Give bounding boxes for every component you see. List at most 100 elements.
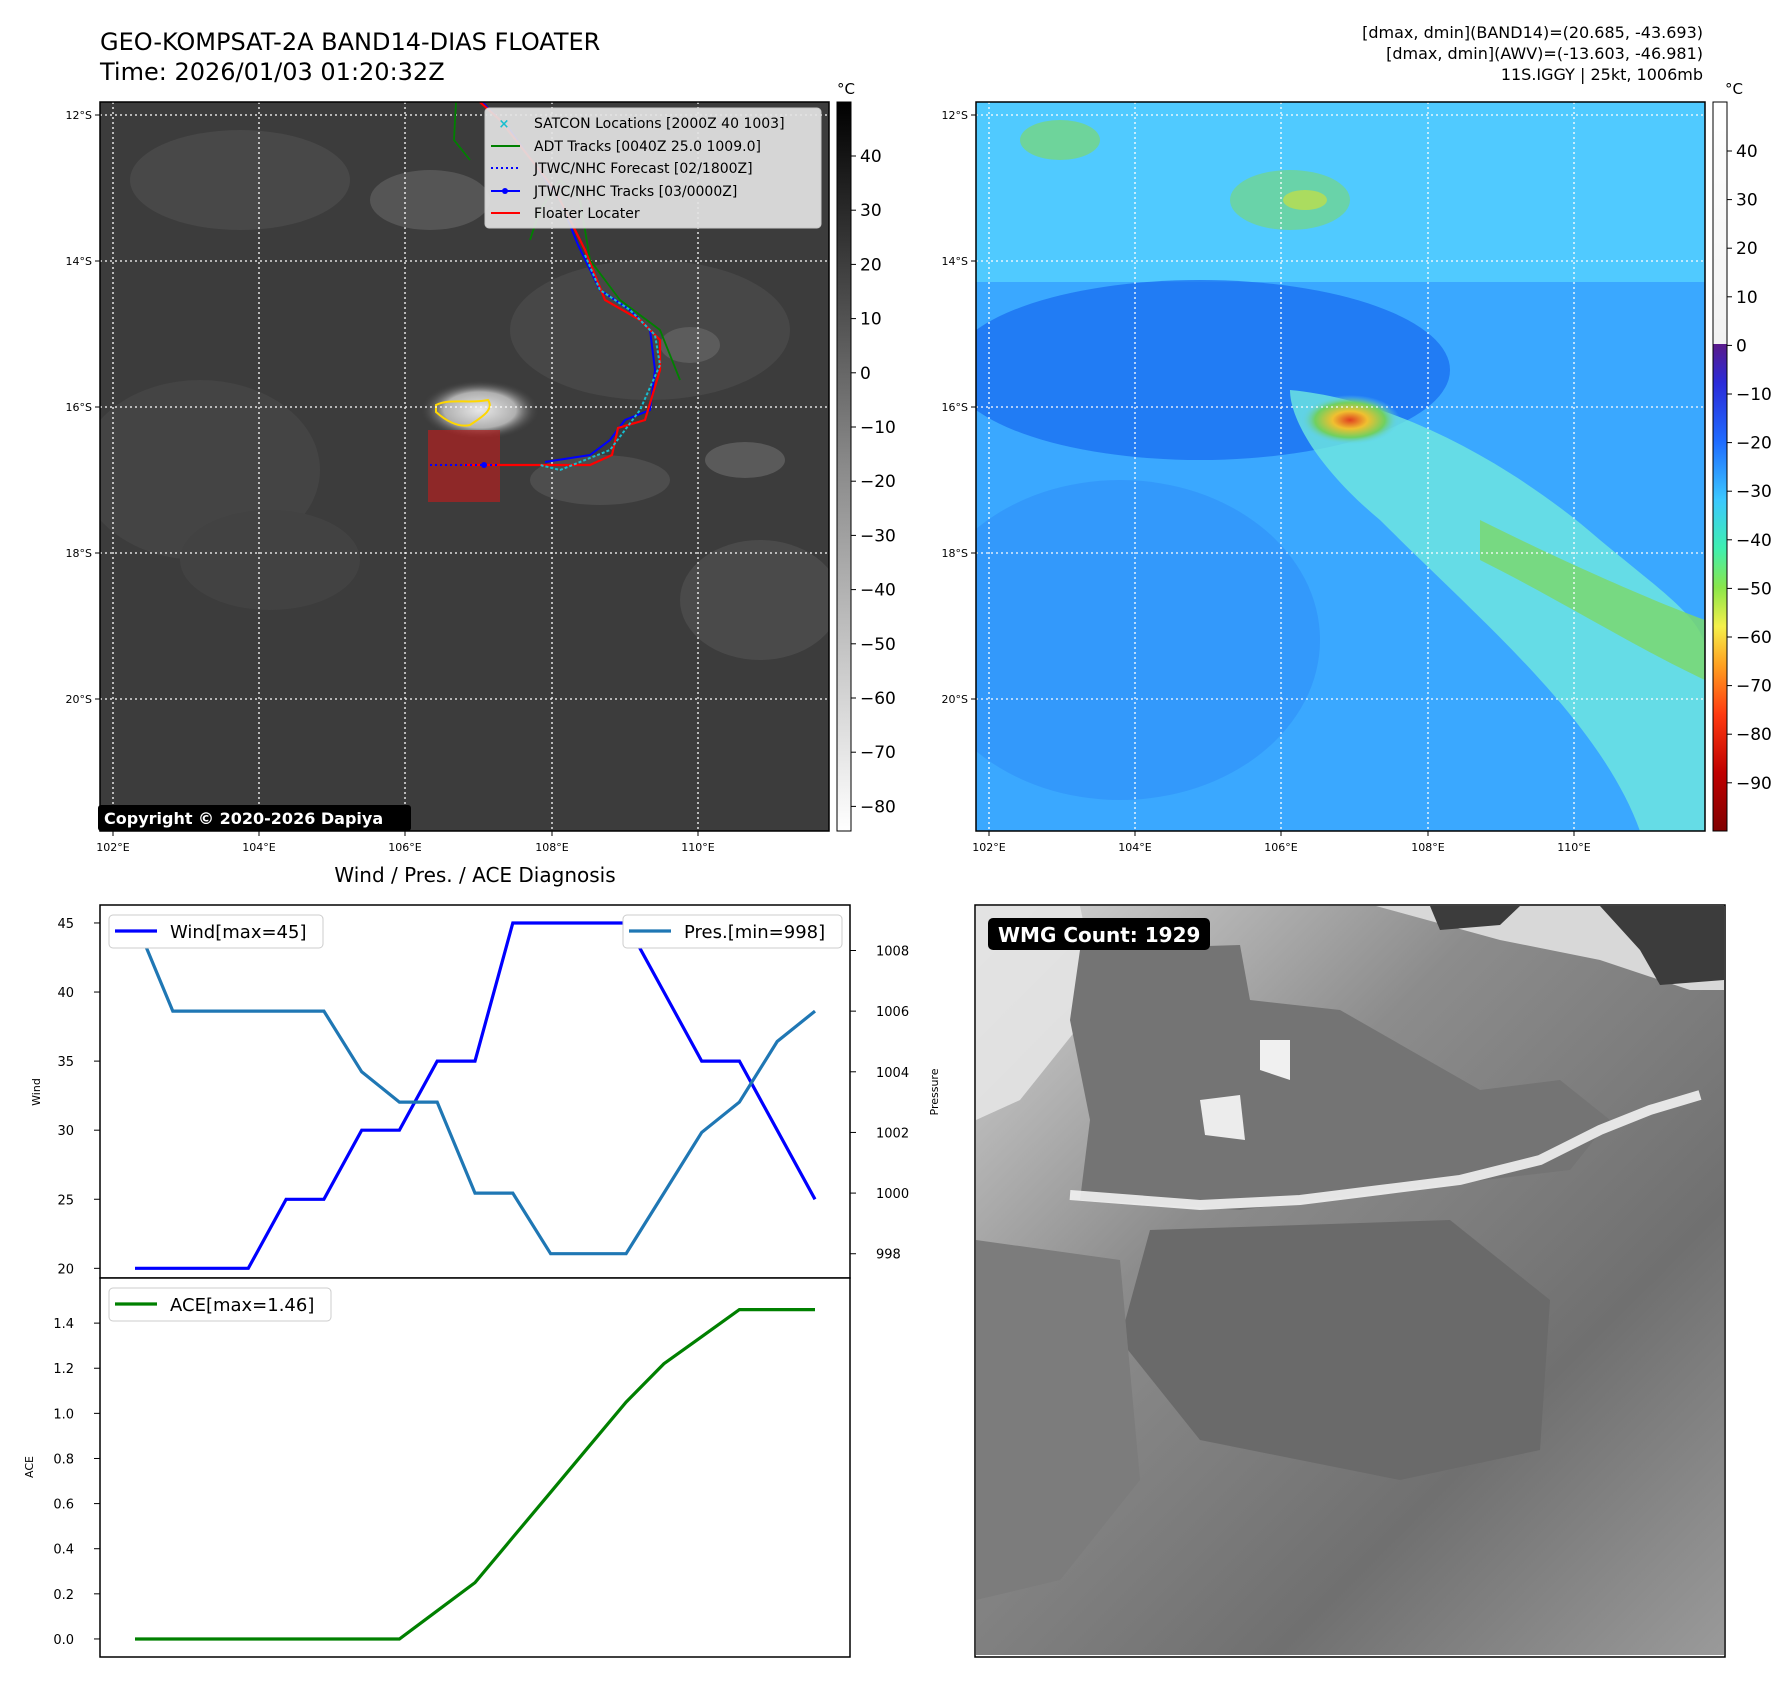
ir-map-lat-label: 12°S	[66, 109, 92, 122]
ir-colorbar	[836, 101, 852, 832]
ir-colorbar-unit: °C	[837, 80, 855, 98]
figure-time: Time: 2026/01/03 01:20:32Z	[99, 58, 445, 86]
ir-colorbar-label: −80	[860, 797, 896, 817]
awv-map-frame	[975, 101, 1706, 832]
wind-y-tick-label: 45	[57, 917, 74, 932]
copyright-badge	[98, 805, 411, 831]
wind-y-tick-label: 40	[57, 986, 74, 1001]
awv-map-lon-label: 104°E	[1118, 841, 1151, 854]
ace-y-tick-label: 0.8	[53, 1452, 74, 1467]
info-line-2: [dmax, dmin](AWV)=(-13.603, -46.981)	[1386, 44, 1703, 63]
wmg-image	[976, 906, 1724, 1655]
wmg-count-badge	[988, 918, 1210, 950]
awv-colorbar-label: −60	[1736, 628, 1772, 648]
ace-y-tick-label: 1.2	[53, 1362, 74, 1377]
ace-plot-frame	[99, 1277, 851, 1658]
pressure-series-line	[133, 919, 817, 1256]
ir-map-lon-label: 104°E	[242, 841, 275, 854]
ir-colorbar-label: −70	[860, 743, 896, 763]
awv-colorbar-label: 40	[1736, 142, 1758, 162]
awv-colorbar-label: −10	[1736, 385, 1772, 405]
ir-colorbar-label: −20	[860, 472, 896, 492]
wind-series-line	[135, 921, 817, 1270]
awv-colorbar-frame	[1712, 101, 1728, 832]
awv-colorbar-lower	[1713, 344, 1727, 831]
awv-map-lon-label: 108°E	[1411, 841, 1444, 854]
ir-map-lon-label: 106°E	[388, 841, 421, 854]
info-line-3: 11S.IGGY | 25kt, 1006mb	[1501, 65, 1703, 84]
figure-title: GEO-KOMPSAT-2A BAND14-DIAS FLOATER	[100, 28, 600, 56]
awv-colorbar-label: 20	[1736, 239, 1758, 259]
ir-colorbar-label: −10	[860, 418, 896, 438]
awv-map-lat-label: 14°S	[942, 255, 968, 268]
ace-y-tick-label: 0.6	[53, 1498, 74, 1513]
ace-y-tick-label: 1.0	[53, 1407, 74, 1422]
ir-map-lat-label: 16°S	[66, 401, 92, 414]
wind-pressure-panel: Wind / Pres. / ACE Diagnosis Wind Pressu…	[30, 863, 941, 1279]
awv-map-lon-label: 102°E	[972, 841, 1005, 854]
ir-map-panel: × SATCON Locations [2000Z 40 1003] ADT T…	[66, 80, 896, 854]
ir-colorbar-label: −60	[860, 689, 896, 709]
awv-map-panel: °C 403020100−10−20−30−40−50−60−70−80−90 …	[942, 80, 1772, 854]
wind-plot-frame	[99, 904, 851, 1279]
awv-colorbar-label: −80	[1736, 725, 1772, 745]
ir-map-lon-label: 102°E	[96, 841, 129, 854]
pressure-y-tick-label: 1006	[876, 1005, 909, 1020]
awv-colorbar-label: −40	[1736, 531, 1772, 551]
legend-label-forecast: JTWC/NHC Forecast [02/1800Z]	[533, 161, 753, 177]
pressure-y-tick-label: 1002	[876, 1126, 909, 1141]
pressure-axis-label: Pressure	[928, 1068, 941, 1115]
ir-map-lat-label: 14°S	[66, 255, 92, 268]
pressure-legend-label: Pres.[min=998]	[684, 922, 825, 943]
diagnosis-title: Wind / Pres. / ACE Diagnosis	[334, 863, 615, 887]
info-line-1: [dmax, dmin](BAND14)=(20.685, -43.693)	[1362, 23, 1703, 42]
awv-map-lat-label: 20°S	[942, 693, 968, 706]
ace-y-tick-label: 0.2	[53, 1588, 74, 1603]
awv-colorbar-unit: °C	[1725, 80, 1743, 98]
ir-map-lat-label: 18°S	[66, 547, 92, 560]
ace-series-line	[135, 1307, 815, 1641]
wind-axis-label: Wind	[30, 1078, 43, 1106]
awv-colorbar-label: −20	[1736, 434, 1772, 454]
wmg-panel: WMG Count: 1929	[974, 904, 1726, 1658]
ace-panel: ACE 0.0 0.2 0.4 0.6 0.8 1.0 1.2 1.4 ACE[max=1.4…	[23, 1277, 851, 1658]
wind-legend-label: Wind[max=45]	[170, 922, 307, 943]
pressure-legend: Pres.[min=998]	[622, 914, 843, 949]
ir-map-lat-label: 20°S	[66, 693, 92, 706]
awv-colorbar-label: −50	[1736, 579, 1772, 599]
awv-colorbar-label: −70	[1736, 677, 1772, 697]
awv-map-lat-label: 18°S	[942, 547, 968, 560]
ace-axis-label: ACE	[23, 1456, 36, 1478]
legend-label-adt: ADT Tracks [0040Z 25.0 1009.0]	[534, 139, 761, 155]
wmg-count-text: WMG Count: 1929	[998, 923, 1200, 947]
awv-colorbar-upper	[1713, 102, 1727, 344]
ir-map-frame	[99, 101, 830, 832]
awv-map-lon-label: 110°E	[1557, 841, 1590, 854]
wind-legend: Wind[max=45]	[108, 914, 324, 949]
legend-label-jtwc: JTWC/NHC Tracks [03/0000Z]	[533, 184, 737, 200]
ir-colorbar-label: 0	[860, 364, 871, 384]
map-legend: × SATCON Locations [2000Z 40 1003] ADT T…	[484, 107, 822, 229]
svg-text:×: ×	[499, 117, 510, 132]
legend-label-floater: Floater Locater	[534, 206, 640, 222]
pressure-y-tick-label: 1008	[876, 944, 909, 959]
wind-y-tick-label: 30	[57, 1124, 74, 1139]
ir-colorbar-label: 40	[860, 147, 882, 167]
ace-y-tick-label: 1.4	[53, 1317, 74, 1332]
ir-colorbar-label: 10	[860, 310, 882, 330]
wind-y-tick-label: 35	[57, 1055, 74, 1070]
legend-marker-satcon: ×	[499, 117, 510, 132]
awv-map-lat-label: 16°S	[942, 401, 968, 414]
awv-colorbar-label: −30	[1736, 482, 1772, 502]
ir-colorbar-label: −30	[860, 526, 896, 546]
pressure-y-tick-label: 998	[876, 1248, 901, 1263]
ir-map-lon-label: 108°E	[535, 841, 568, 854]
ir-colorbar-label: 20	[860, 255, 882, 275]
pressure-y-tick-label: 1004	[876, 1066, 909, 1081]
wind-y-tick-label: 20	[57, 1262, 74, 1277]
ir-colorbar-label: 30	[860, 201, 882, 221]
copyright-text: Copyright © 2020-2026 Dapiya	[104, 809, 383, 828]
awv-colorbar-label: −90	[1736, 774, 1772, 794]
ace-legend: ACE[max=1.46]	[108, 1287, 332, 1322]
